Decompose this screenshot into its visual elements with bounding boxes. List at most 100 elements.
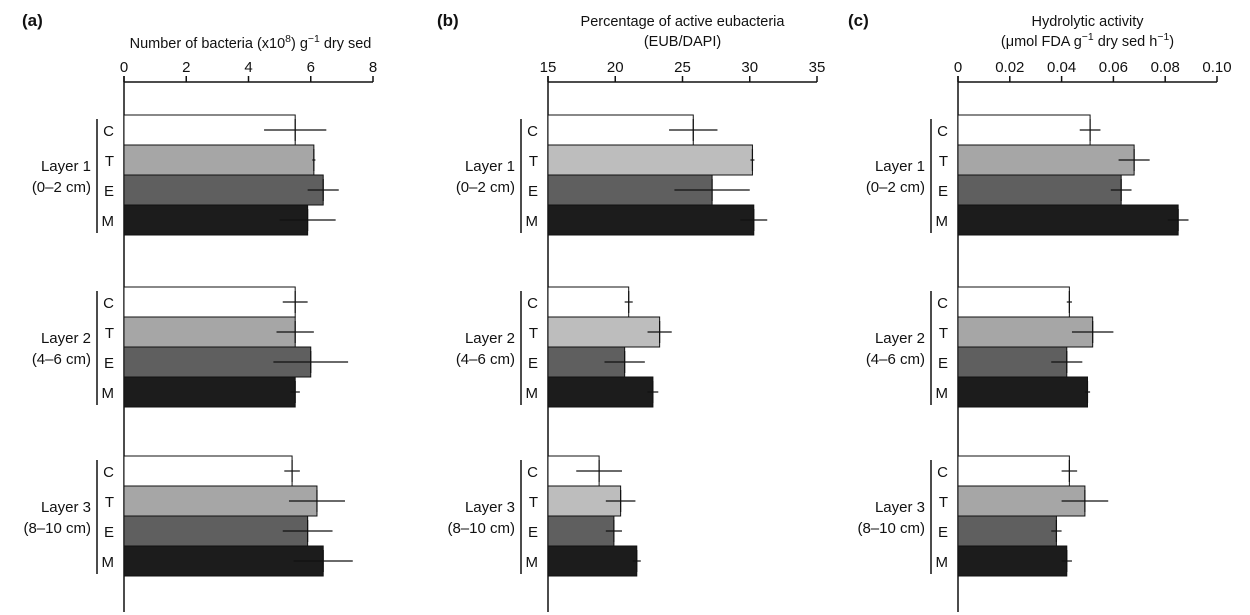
layer-label: Layer 2 xyxy=(875,330,925,347)
bar-E-layer2 xyxy=(957,346,1068,378)
treatment-label: T xyxy=(529,494,538,511)
axis-title-line: Hydrolytic activity xyxy=(1032,14,1145,30)
bar-M-layer2 xyxy=(123,376,296,408)
layer-label: Layer 2 xyxy=(41,330,91,347)
bar-E-layer3 xyxy=(957,515,1057,547)
x-tick-label: 6 xyxy=(307,59,315,76)
x-tick-label: 0 xyxy=(954,59,962,76)
x-tick-label: 0 xyxy=(120,59,128,76)
treatment-label: T xyxy=(939,325,948,342)
panel-label: (a) xyxy=(22,11,43,30)
panel-b: (b) Percentage of active eubacteria (EUB/D… xyxy=(437,11,825,612)
bar-E-layer1 xyxy=(123,174,324,206)
treatment-label: T xyxy=(939,153,948,170)
bar-T-layer1 xyxy=(957,144,1135,176)
bar-E-layer3 xyxy=(123,515,309,547)
x-tick-label: 4 xyxy=(244,59,252,76)
treatment-label: E xyxy=(938,524,948,541)
layer-label: Layer 3 xyxy=(875,499,925,516)
bar-M-layer2 xyxy=(547,376,654,408)
treatment-label: M xyxy=(102,213,115,230)
axis-title-line: (EUB/DAPI) xyxy=(644,34,721,50)
x-tick-label: 0.10 xyxy=(1202,59,1231,76)
layer-label: Layer 2 xyxy=(465,330,515,347)
treatment-label: T xyxy=(105,494,114,511)
treatment-label: M xyxy=(102,385,115,402)
treatment-label: E xyxy=(528,355,538,372)
bar-C-layer2 xyxy=(957,286,1070,318)
bar-M-layer1 xyxy=(547,204,755,236)
treatment-label: T xyxy=(939,494,948,511)
axis-title-line: (μmol FDA g−1 dry sed h−1) xyxy=(1001,32,1174,50)
treatment-label: C xyxy=(103,123,114,140)
treatment-label: C xyxy=(527,123,538,140)
x-tick-label: 0.06 xyxy=(1099,59,1128,76)
bar-M-layer3 xyxy=(547,545,638,577)
bar-C-layer1 xyxy=(957,114,1091,146)
treatment-label: C xyxy=(527,464,538,481)
panel-a: (a) Number of bacteria (x108) g−1 dry sed… xyxy=(22,11,377,612)
bar-C-layer3 xyxy=(123,455,293,487)
x-tick-label: 0.02 xyxy=(995,59,1024,76)
layer-depth-label: (8–10 cm) xyxy=(857,520,925,537)
treatment-label: C xyxy=(103,464,114,481)
treatment-label: C xyxy=(103,295,114,312)
treatment-label: C xyxy=(937,464,948,481)
x-tick-label: 20 xyxy=(607,59,624,76)
treatment-label: C xyxy=(937,295,948,312)
bar-C-layer3 xyxy=(957,455,1070,487)
bar-T-layer1 xyxy=(123,144,315,176)
bar-M-layer3 xyxy=(123,545,324,577)
layer-label: Layer 1 xyxy=(41,158,91,175)
layer-depth-label: (0–2 cm) xyxy=(866,179,925,196)
panel-label: (b) xyxy=(437,11,459,30)
layer-depth-label: (0–2 cm) xyxy=(456,179,515,196)
treatment-label: C xyxy=(937,123,948,140)
axis-title-line: Percentage of active eubacteria xyxy=(581,14,786,30)
treatment-label: E xyxy=(104,524,114,541)
treatment-label: M xyxy=(526,385,539,402)
treatment-label: E xyxy=(528,183,538,200)
x-tick-label: 8 xyxy=(369,59,377,76)
layer-depth-label: (4–6 cm) xyxy=(866,351,925,368)
layer-depth-label: (4–6 cm) xyxy=(32,351,91,368)
panel-label: (c) xyxy=(848,11,869,30)
layer-depth-label: (4–6 cm) xyxy=(456,351,515,368)
layer-label: Layer 3 xyxy=(465,499,515,516)
layer-label: Layer 3 xyxy=(41,499,91,516)
x-tick-label: 2 xyxy=(182,59,190,76)
bar-C-layer2 xyxy=(547,286,630,318)
bar-E-layer1 xyxy=(957,174,1122,206)
axis-title: Number of bacteria (x108) g−1 dry sed xyxy=(130,34,372,52)
bar-M-layer3 xyxy=(957,545,1068,577)
treatment-label: C xyxy=(527,295,538,312)
treatment-label: M xyxy=(936,554,949,571)
treatment-label: E xyxy=(938,183,948,200)
treatment-label: M xyxy=(526,554,539,571)
x-tick-label: 15 xyxy=(540,59,557,76)
layer-depth-label: (8–10 cm) xyxy=(447,520,515,537)
treatment-label: E xyxy=(528,524,538,541)
bar-T-layer2 xyxy=(123,316,296,348)
treatment-label: E xyxy=(104,183,114,200)
layer-label: Layer 1 xyxy=(875,158,925,175)
bar-E-layer3 xyxy=(547,515,615,547)
treatment-label: E xyxy=(104,355,114,372)
bar-T-layer3 xyxy=(123,485,318,517)
bar-T-layer2 xyxy=(957,316,1094,348)
bar-M-layer2 xyxy=(957,376,1088,408)
treatment-label: T xyxy=(105,153,114,170)
x-tick-label: 35 xyxy=(809,59,826,76)
x-tick-label: 30 xyxy=(741,59,758,76)
x-tick-label: 0.08 xyxy=(1151,59,1180,76)
treatment-label: T xyxy=(105,325,114,342)
treatment-label: M xyxy=(936,213,949,230)
bar-M-layer1 xyxy=(957,204,1179,236)
layer-depth-label: (8–10 cm) xyxy=(23,520,91,537)
x-tick-label: 0.04 xyxy=(1047,59,1076,76)
treatment-label: T xyxy=(529,153,538,170)
treatment-label: M xyxy=(936,385,949,402)
treatment-label: M xyxy=(102,554,115,571)
layer-label: Layer 1 xyxy=(465,158,515,175)
